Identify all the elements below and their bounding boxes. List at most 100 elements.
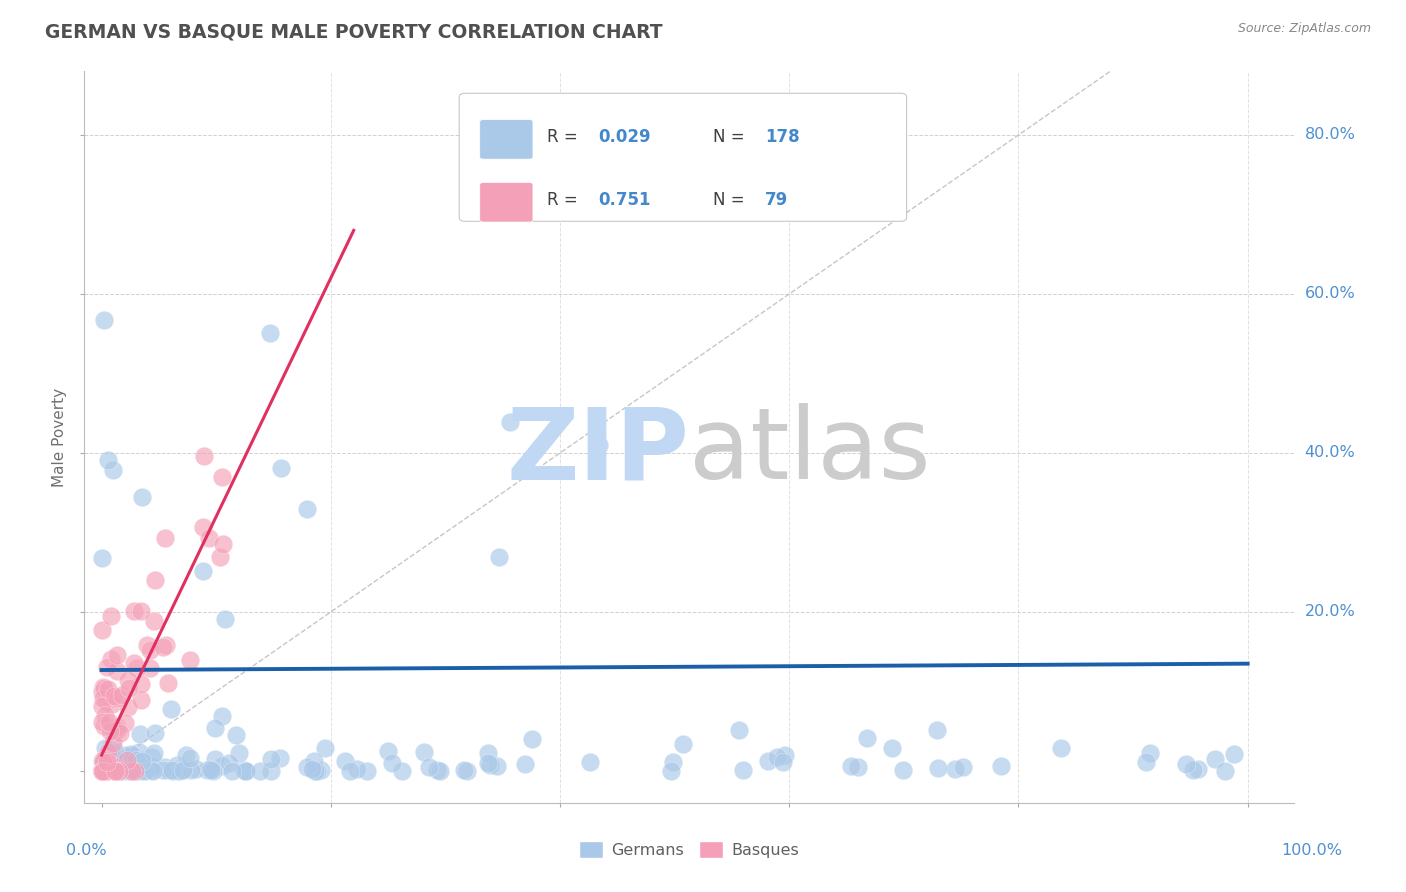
Point xyxy=(314,741,336,756)
Point xyxy=(103,463,125,477)
Point xyxy=(143,573,166,587)
Point xyxy=(662,755,685,769)
Point xyxy=(142,746,165,760)
Point xyxy=(91,764,114,778)
Point xyxy=(297,501,319,516)
Point xyxy=(103,736,125,750)
Text: N =: N = xyxy=(713,128,749,146)
Point xyxy=(179,750,201,764)
Point xyxy=(773,747,796,762)
Point xyxy=(131,490,153,504)
Point xyxy=(94,694,117,708)
Point xyxy=(139,661,162,675)
Point xyxy=(97,755,120,769)
Point xyxy=(891,763,914,777)
Point xyxy=(728,723,751,737)
Point xyxy=(91,764,114,778)
Point xyxy=(124,763,146,777)
Point xyxy=(124,759,146,773)
Point xyxy=(172,764,194,778)
Point xyxy=(104,764,127,778)
Point xyxy=(200,762,222,776)
Point xyxy=(453,764,475,778)
Point xyxy=(90,764,112,778)
Point xyxy=(111,688,134,702)
Point xyxy=(925,723,948,737)
Point xyxy=(499,415,522,429)
Point xyxy=(733,763,755,777)
Point xyxy=(125,753,148,767)
Point xyxy=(97,761,120,775)
Point xyxy=(661,764,683,778)
Point xyxy=(139,643,162,657)
Point xyxy=(260,752,283,766)
Point xyxy=(201,764,224,778)
Point xyxy=(880,741,903,756)
Point xyxy=(90,764,112,778)
Point xyxy=(107,764,129,778)
Point xyxy=(114,758,136,772)
Point xyxy=(121,762,143,776)
Point xyxy=(1204,752,1226,766)
Point xyxy=(429,764,451,778)
Point xyxy=(121,749,143,764)
Point xyxy=(105,762,128,776)
Point xyxy=(103,690,125,704)
Point xyxy=(139,764,162,778)
Point xyxy=(105,648,128,663)
Point xyxy=(855,731,877,746)
Point xyxy=(221,764,243,778)
Text: ZIP: ZIP xyxy=(506,403,689,500)
Point xyxy=(579,756,602,770)
Point xyxy=(228,746,250,760)
Point xyxy=(211,708,233,723)
Point xyxy=(111,764,134,778)
Legend: Germans, Basques: Germans, Basques xyxy=(572,835,806,864)
Point xyxy=(135,638,157,652)
Point xyxy=(128,745,150,759)
Point xyxy=(249,764,271,778)
Point xyxy=(96,660,118,674)
Point xyxy=(377,744,399,758)
Point xyxy=(91,761,114,775)
Point xyxy=(295,760,318,774)
Y-axis label: Male Poverty: Male Poverty xyxy=(52,387,67,487)
Point xyxy=(301,762,323,776)
Point xyxy=(101,758,124,772)
Point xyxy=(115,761,138,775)
Point xyxy=(152,764,174,778)
Point xyxy=(90,764,112,778)
Point xyxy=(160,763,183,777)
Point xyxy=(96,764,118,778)
Point xyxy=(1222,747,1244,762)
Point xyxy=(214,612,236,626)
Point xyxy=(101,697,124,711)
Point xyxy=(143,614,166,628)
Point xyxy=(93,762,115,776)
Point xyxy=(104,764,127,778)
Point xyxy=(100,652,122,666)
Point xyxy=(97,745,120,759)
Point xyxy=(211,759,233,773)
Point xyxy=(155,638,177,652)
Text: 100.0%: 100.0% xyxy=(1281,843,1341,858)
Point xyxy=(98,724,121,739)
Point xyxy=(166,757,188,772)
Point xyxy=(772,755,794,769)
Point xyxy=(107,763,129,777)
Point xyxy=(98,761,121,775)
Point xyxy=(225,728,247,742)
Point xyxy=(129,677,152,691)
Point xyxy=(132,763,155,777)
Point xyxy=(94,707,117,722)
Point xyxy=(758,754,780,768)
Point xyxy=(169,764,191,778)
Point xyxy=(114,716,136,731)
Point xyxy=(131,753,153,767)
Point xyxy=(93,681,115,695)
Point xyxy=(381,756,404,770)
Point xyxy=(90,754,112,768)
Point xyxy=(990,759,1012,773)
Point xyxy=(103,723,125,738)
Point xyxy=(346,762,368,776)
